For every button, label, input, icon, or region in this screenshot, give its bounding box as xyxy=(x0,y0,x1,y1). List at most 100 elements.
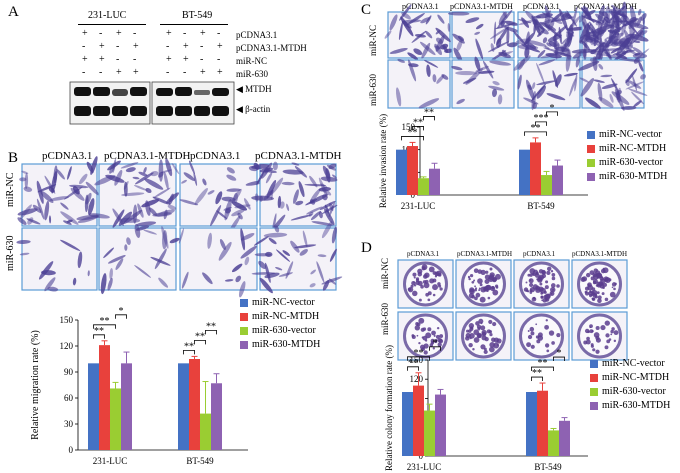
cell xyxy=(465,17,480,24)
cell xyxy=(579,6,589,23)
legend-swatch xyxy=(240,298,248,307)
cell xyxy=(543,47,566,55)
cell xyxy=(546,42,552,47)
significance-label: ** xyxy=(424,107,434,118)
cell xyxy=(574,73,578,92)
cell xyxy=(144,178,164,190)
colony xyxy=(467,276,471,279)
cell xyxy=(124,244,128,251)
d-row-header: miR-630 xyxy=(380,302,390,335)
cell xyxy=(202,178,207,186)
c-col-header: pCDNA3.1-MTDH xyxy=(574,2,637,11)
treatment-sign: - xyxy=(82,41,86,52)
colony xyxy=(430,341,435,345)
cell xyxy=(447,22,451,32)
cell xyxy=(407,52,418,60)
cell xyxy=(202,272,213,285)
cell xyxy=(518,19,532,24)
cell xyxy=(218,241,232,261)
cell xyxy=(221,196,236,202)
cell xyxy=(567,32,575,37)
colony xyxy=(539,282,543,286)
cell xyxy=(259,277,273,294)
c-row-header: miR-NC xyxy=(368,24,378,56)
colony xyxy=(610,329,614,334)
bar xyxy=(537,390,548,456)
cell xyxy=(36,198,45,220)
cell xyxy=(501,49,508,57)
colony xyxy=(585,272,591,278)
colony xyxy=(600,268,606,274)
colony xyxy=(526,342,532,348)
colony xyxy=(604,278,608,282)
cell xyxy=(150,256,171,266)
cell xyxy=(420,17,431,24)
cell xyxy=(384,30,392,39)
cell xyxy=(609,93,614,103)
cell xyxy=(475,23,484,30)
cell xyxy=(585,30,591,38)
colony xyxy=(491,285,495,290)
colony xyxy=(468,342,473,348)
colony xyxy=(468,323,475,329)
colony xyxy=(600,276,604,279)
cell xyxy=(114,169,123,186)
cell xyxy=(49,196,70,201)
cell xyxy=(629,17,637,23)
cell xyxy=(579,77,590,83)
cell xyxy=(623,17,639,36)
colony xyxy=(465,332,471,339)
cell xyxy=(582,21,587,29)
significance-label: * xyxy=(550,103,555,114)
bar xyxy=(88,363,99,450)
colony xyxy=(545,319,548,322)
cell xyxy=(294,244,317,249)
colony xyxy=(433,334,436,337)
treatment-sign: + xyxy=(166,54,172,65)
cell xyxy=(134,185,148,191)
cell xyxy=(115,258,124,270)
treatment-sign: - xyxy=(217,54,221,65)
cell xyxy=(143,229,157,235)
colony xyxy=(437,282,441,286)
colony xyxy=(439,334,444,338)
colony xyxy=(414,325,421,331)
cell xyxy=(226,188,241,192)
cell xyxy=(277,195,282,209)
colony xyxy=(596,291,600,295)
colony xyxy=(487,296,491,300)
row-label-pcdna-mtdh: pCDNA3.1-MTDH xyxy=(236,43,307,53)
colony xyxy=(488,346,495,353)
cell xyxy=(304,183,326,187)
cell xyxy=(109,267,113,280)
cell xyxy=(617,42,638,56)
significance-label: * xyxy=(119,306,124,317)
micrograph-image xyxy=(179,160,265,234)
cell xyxy=(85,192,92,205)
cell xyxy=(523,97,539,105)
cell xyxy=(103,247,115,259)
significance-bracket xyxy=(407,356,430,361)
cell xyxy=(550,12,563,23)
cell xyxy=(605,54,621,58)
cell xyxy=(512,30,526,45)
colony xyxy=(418,317,425,324)
colony xyxy=(540,295,544,299)
panel-label-c: C xyxy=(361,2,372,18)
micrograph-image xyxy=(251,161,338,235)
cell xyxy=(498,11,507,25)
colony xyxy=(525,281,528,284)
legend-label: miR-630-vector xyxy=(602,386,666,397)
colony xyxy=(535,323,538,326)
cell xyxy=(532,82,536,89)
bar xyxy=(99,345,110,450)
y-tick-label: 30 xyxy=(64,419,74,429)
cell xyxy=(533,19,545,31)
x-tick-label: BT-549 xyxy=(186,456,214,466)
cell xyxy=(490,43,495,52)
bar xyxy=(402,392,413,456)
bar xyxy=(413,385,424,456)
c-row-header: miR-630 xyxy=(368,73,378,106)
cell xyxy=(436,75,445,84)
